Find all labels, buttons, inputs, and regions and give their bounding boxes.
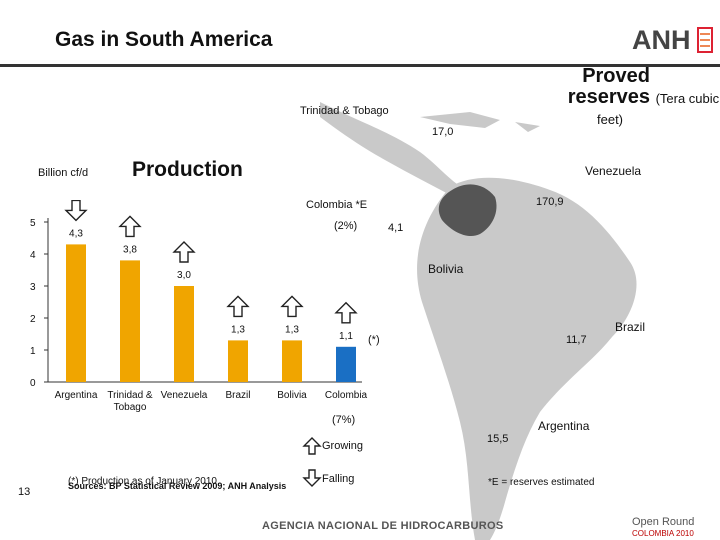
y-tick-label: 5	[30, 218, 36, 229]
up-arrow-icon	[118, 215, 142, 238]
bar-value-label: 1,3	[285, 324, 299, 335]
bar-value-label: 4,3	[69, 228, 83, 239]
category-label: Colombia	[325, 390, 368, 401]
agency-name: AGENCIA NACIONAL DE HIDROCARBUROS	[262, 520, 504, 532]
label-trinidad: Trinidad & Tobago	[300, 105, 389, 117]
anh-logo-text: ANH	[632, 25, 691, 55]
bar-value-label: 1,3	[231, 324, 245, 335]
label-brazil: Brazil	[615, 320, 646, 334]
sources: Sources: BP Statistical Review 2009; ANH…	[68, 481, 287, 491]
slide-title: Gas in South America	[55, 28, 273, 51]
reserves-unit-b: feet)	[597, 112, 624, 127]
production-unit: Billion cf/d	[38, 167, 89, 179]
page-number: 13	[18, 486, 31, 498]
y-tick-label: 2	[30, 314, 36, 325]
label-venezuela: Venezuela	[585, 164, 642, 178]
colombia-share-bottom: (7%)	[332, 414, 356, 426]
category-label: Bolivia	[277, 390, 307, 401]
trend-arrows	[64, 200, 358, 324]
value-trinidad: 17,0	[432, 126, 454, 138]
map-colombia-highlight	[438, 184, 497, 237]
reserves-unit-a: (Tera cubic	[655, 91, 720, 106]
value-venezuela: 170,9	[536, 196, 564, 208]
reserves-title-text: Proved reserves	[567, 65, 650, 108]
y-tick-label: 1	[30, 346, 36, 357]
reserves-note: *E = reserves estimated	[488, 477, 595, 488]
colombia-note-mark: (*)	[368, 334, 380, 346]
y-tick-label: 3	[30, 282, 36, 293]
label-bolivia: Bolivia	[428, 262, 464, 276]
anh-logo: ANH	[632, 25, 713, 55]
bar	[228, 340, 248, 382]
chart-axis: 0 1 2 3 4 5	[30, 218, 362, 389]
bar	[282, 340, 302, 382]
legend-up-arrow-icon	[302, 437, 322, 455]
category-label: Venezuela	[161, 390, 208, 401]
bar	[174, 286, 194, 382]
category-label: Argentina	[55, 390, 98, 401]
value-colombia: 4,1	[388, 222, 404, 234]
up-arrow-icon	[172, 241, 196, 263]
south-america-map	[320, 102, 637, 540]
header-divider	[0, 64, 720, 67]
up-arrow-icon	[226, 295, 250, 318]
value-argentina: 15,5	[487, 433, 509, 445]
down-arrow-icon	[64, 200, 88, 222]
chart-bars: 4,3 Argentina 3,8 Trinidad & Tobago 3,0 Venezu…	[55, 228, 368, 413]
map-south-america	[417, 177, 637, 540]
up-arrow-icon	[280, 295, 304, 318]
value-brazil: 11,7	[566, 334, 587, 346]
legend-down-arrow-icon	[302, 469, 322, 487]
category-label: Trinidad & Tobago	[107, 390, 153, 413]
colombia-share-top: (2%)	[334, 220, 358, 232]
open-round-sub: COLOMBIA 2010	[632, 529, 694, 538]
y-tick-label: 0	[30, 378, 36, 389]
production-chart: 0 1 2 3 4 5 4,3 Argentina 3,8 Trinidad & Tobago 3,…	[30, 200, 368, 413]
bar-value-label: 1,1	[339, 331, 353, 342]
map-caribbean	[420, 112, 540, 132]
bar	[120, 260, 140, 382]
label-argentina: Argentina	[538, 419, 590, 433]
bar	[66, 244, 86, 382]
label-colombia: Colombia *E	[306, 199, 368, 211]
bar-value-label: 3,8	[123, 244, 137, 255]
bar-value-label: 3,0	[177, 270, 191, 281]
category-label: Brazil	[225, 390, 250, 401]
map-central-america	[320, 102, 470, 200]
reserves-title: Proved reserves (Tera cubic	[530, 66, 719, 109]
open-round-logo: Open Round COLOMBIA 2010	[632, 517, 694, 539]
legend-falling: Falling	[322, 473, 355, 485]
up-arrow-icon	[334, 301, 358, 324]
production-title: Production	[132, 158, 243, 181]
y-tick-label: 4	[30, 250, 36, 261]
open-round-text: Open Round	[632, 516, 695, 528]
production-note: (*) Production as of January 2010	[68, 476, 217, 487]
bar	[336, 346, 356, 382]
anh-flame-icon	[697, 27, 713, 53]
legend-growing: Growing	[322, 440, 363, 452]
